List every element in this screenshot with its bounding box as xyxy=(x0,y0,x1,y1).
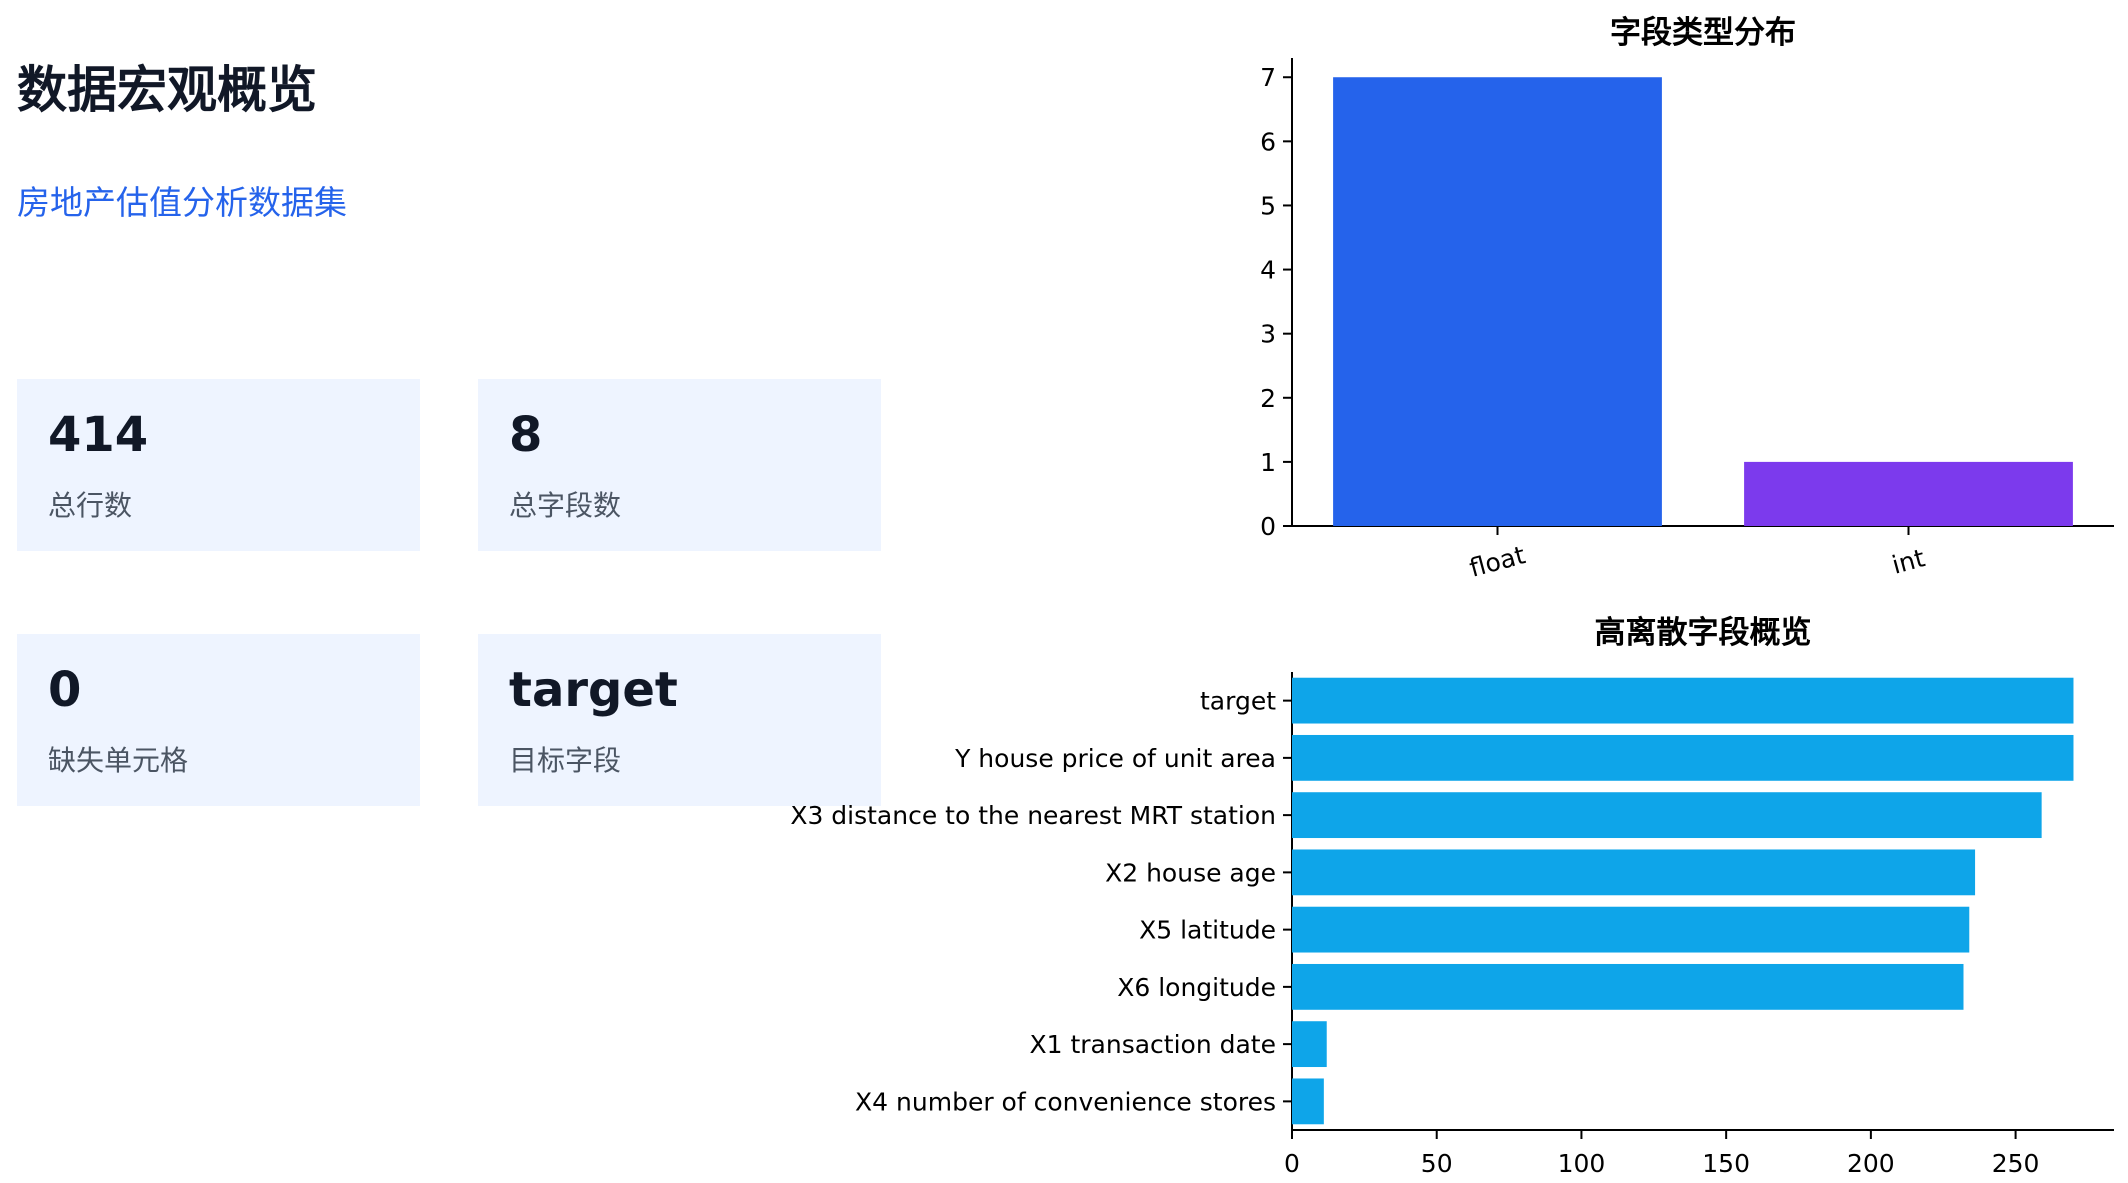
y-tick-label: 0 xyxy=(1260,512,1276,541)
y-tick-label: 3 xyxy=(1260,320,1276,349)
stat-label: 目标字段 xyxy=(509,744,622,777)
bar xyxy=(1292,849,1976,896)
bar xyxy=(1292,906,1970,953)
y-tick-label: 6 xyxy=(1260,127,1276,156)
y-tick-label: 5 xyxy=(1260,191,1276,220)
y-tick-label: X2 house age xyxy=(1105,858,1276,887)
y-tick-label: X5 latitude xyxy=(1139,916,1276,945)
y-tick-label: 1 xyxy=(1260,448,1276,477)
x-tick-label: 50 xyxy=(1421,1149,1453,1178)
bar xyxy=(1292,734,2074,781)
y-tick-label: 4 xyxy=(1260,256,1276,285)
dataset-subtitle: 房地产估值分析数据集 xyxy=(17,183,347,222)
stat-value: 414 xyxy=(48,407,149,463)
y-tick-label: target xyxy=(1200,687,1276,716)
y-tick-label: 2 xyxy=(1260,384,1276,413)
stat-card-missing: 0 缺失单元格 xyxy=(17,634,420,806)
stat-card-fields: 8 总字段数 xyxy=(478,379,881,551)
y-tick-label: X6 longitude xyxy=(1117,973,1276,1002)
bar xyxy=(1292,677,2074,724)
bar xyxy=(1292,792,2042,839)
y-tick-label: 7 xyxy=(1260,63,1276,92)
chart-title: 高离散字段概览 xyxy=(1595,615,1812,651)
bar xyxy=(1292,1078,1324,1125)
chart-title: 字段类型分布 xyxy=(1610,15,1796,51)
y-tick-label: Y house price of unit area xyxy=(954,744,1276,773)
x-tick-label: float xyxy=(1466,540,1528,583)
stat-label: 总行数 xyxy=(48,489,133,522)
stat-card-rows: 414 总行数 xyxy=(17,379,420,551)
x-tick-label: 250 xyxy=(1992,1149,2040,1178)
x-tick-label: 200 xyxy=(1847,1149,1895,1178)
bar xyxy=(1744,461,2073,526)
x-tick-label: 150 xyxy=(1702,1149,1750,1178)
y-tick-label: X3 distance to the nearest MRT station xyxy=(790,801,1276,830)
field-type-chart: 字段类型分布 0 1 2 3 4 5 6 7 float int xyxy=(1260,15,2114,583)
stat-card-target: target 目标字段 xyxy=(478,634,881,806)
bar xyxy=(1292,1021,1327,1068)
x-tick-label: 100 xyxy=(1558,1149,1606,1178)
x-tick-label: int xyxy=(1889,543,1928,579)
stat-label: 总字段数 xyxy=(509,489,622,522)
stat-value: 0 xyxy=(48,662,82,718)
page-title: 数据宏观概览 xyxy=(17,61,317,119)
x-tick-label: 0 xyxy=(1284,1149,1300,1178)
stat-value: target xyxy=(509,662,678,718)
y-tick-label: X4 number of convenience stores xyxy=(855,1087,1276,1116)
bar xyxy=(1292,963,1964,1010)
high-cardinality-chart: 高离散字段概览 target Y house price of unit area X… xyxy=(790,615,2114,1178)
bar xyxy=(1333,77,1662,526)
y-tick-label: X1 transaction date xyxy=(1029,1030,1276,1059)
stat-value: 8 xyxy=(509,407,543,463)
stat-label: 缺失单元格 xyxy=(48,744,189,777)
